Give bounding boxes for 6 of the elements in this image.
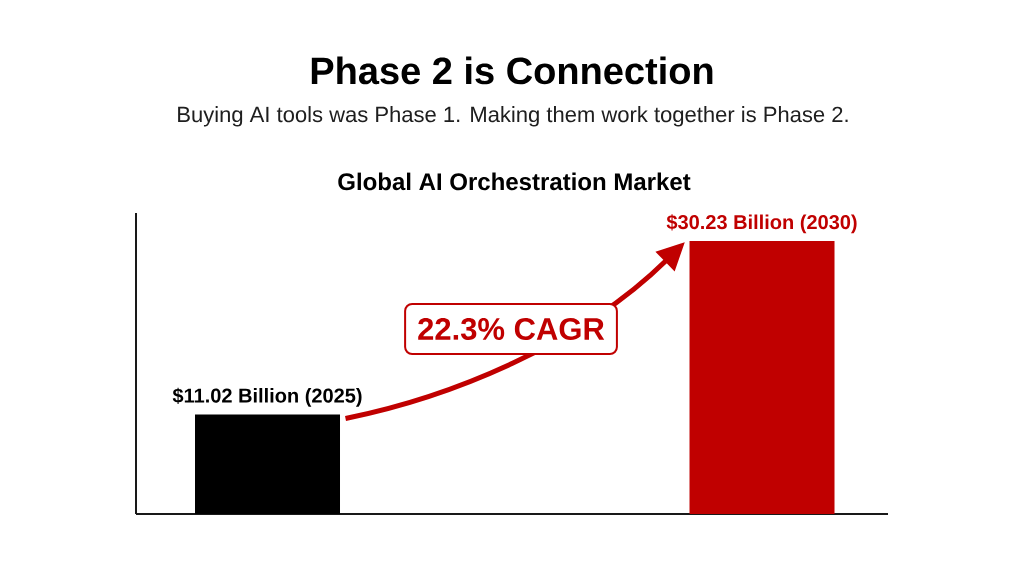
annotation: 22.3% CAGR: [418, 318, 605, 340]
chart-subtitle: Buying AI tools was Phase 1. Making them work together is Phase 2.: [178, 106, 848, 127]
data-label: $11.02 Billion (2025): [172, 387, 362, 407]
data-label: $30.23 Billion (2030): [666, 214, 857, 234]
chart-title: Phase 2 is Connection: [311, 56, 713, 85]
text: Global AI Orchestration Market: [338, 172, 691, 191]
